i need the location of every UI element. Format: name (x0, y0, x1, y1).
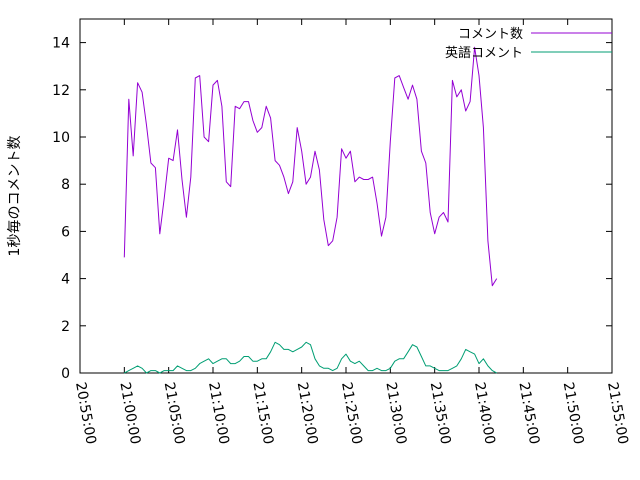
series-line-0 (123, 46, 498, 287)
x-axis-ticks: 20:55:00 21:00:00 21:05:00 21:10:00 21:15:00… (72, 19, 631, 446)
x-tick-label: 21:40:00 (471, 381, 498, 446)
y-tick-label: 10 (52, 130, 70, 146)
x-tick-label: 21:35:00 (427, 381, 454, 446)
x-tick-label: 21:55:00 (604, 381, 631, 446)
y-tick-label: 0 (61, 366, 70, 382)
y-axis-label: 1秒毎のコメント数 (7, 136, 23, 257)
x-tick-label: 21:45:00 (515, 381, 542, 446)
y-tick-label: 12 (52, 83, 70, 99)
legend-entry-label: 英語コメント (445, 45, 523, 61)
y-tick-label: 8 (61, 177, 70, 193)
x-tick-label: 21:15:00 (249, 381, 276, 446)
y-tick-label: 4 (61, 272, 70, 288)
legend-entry-label: コメント数 (458, 27, 523, 42)
plot-border (79, 18, 613, 374)
y-tick-label: 2 (61, 319, 70, 335)
series-line-1 (124, 341, 497, 374)
x-tick-label: 21:20:00 (294, 381, 321, 446)
y-tick-label: 14 (52, 36, 70, 52)
y-axis-ticks: 0 2 4 6 8 10 12 14 (52, 36, 612, 382)
y-tick-label: 6 (61, 224, 70, 240)
x-tick-label: 21:05:00 (161, 381, 188, 446)
x-tick-label: 21:00:00 (116, 381, 143, 446)
plot-frame (79, 18, 613, 374)
x-tick-label: 21:50:00 (560, 381, 587, 446)
x-tick-label: 21:25:00 (338, 381, 365, 446)
x-tick-label: 21:30:00 (382, 381, 409, 446)
series-lines (123, 46, 498, 374)
x-tick-label: 21:10:00 (205, 381, 232, 446)
x-tick-label: 20:55:00 (72, 381, 99, 446)
